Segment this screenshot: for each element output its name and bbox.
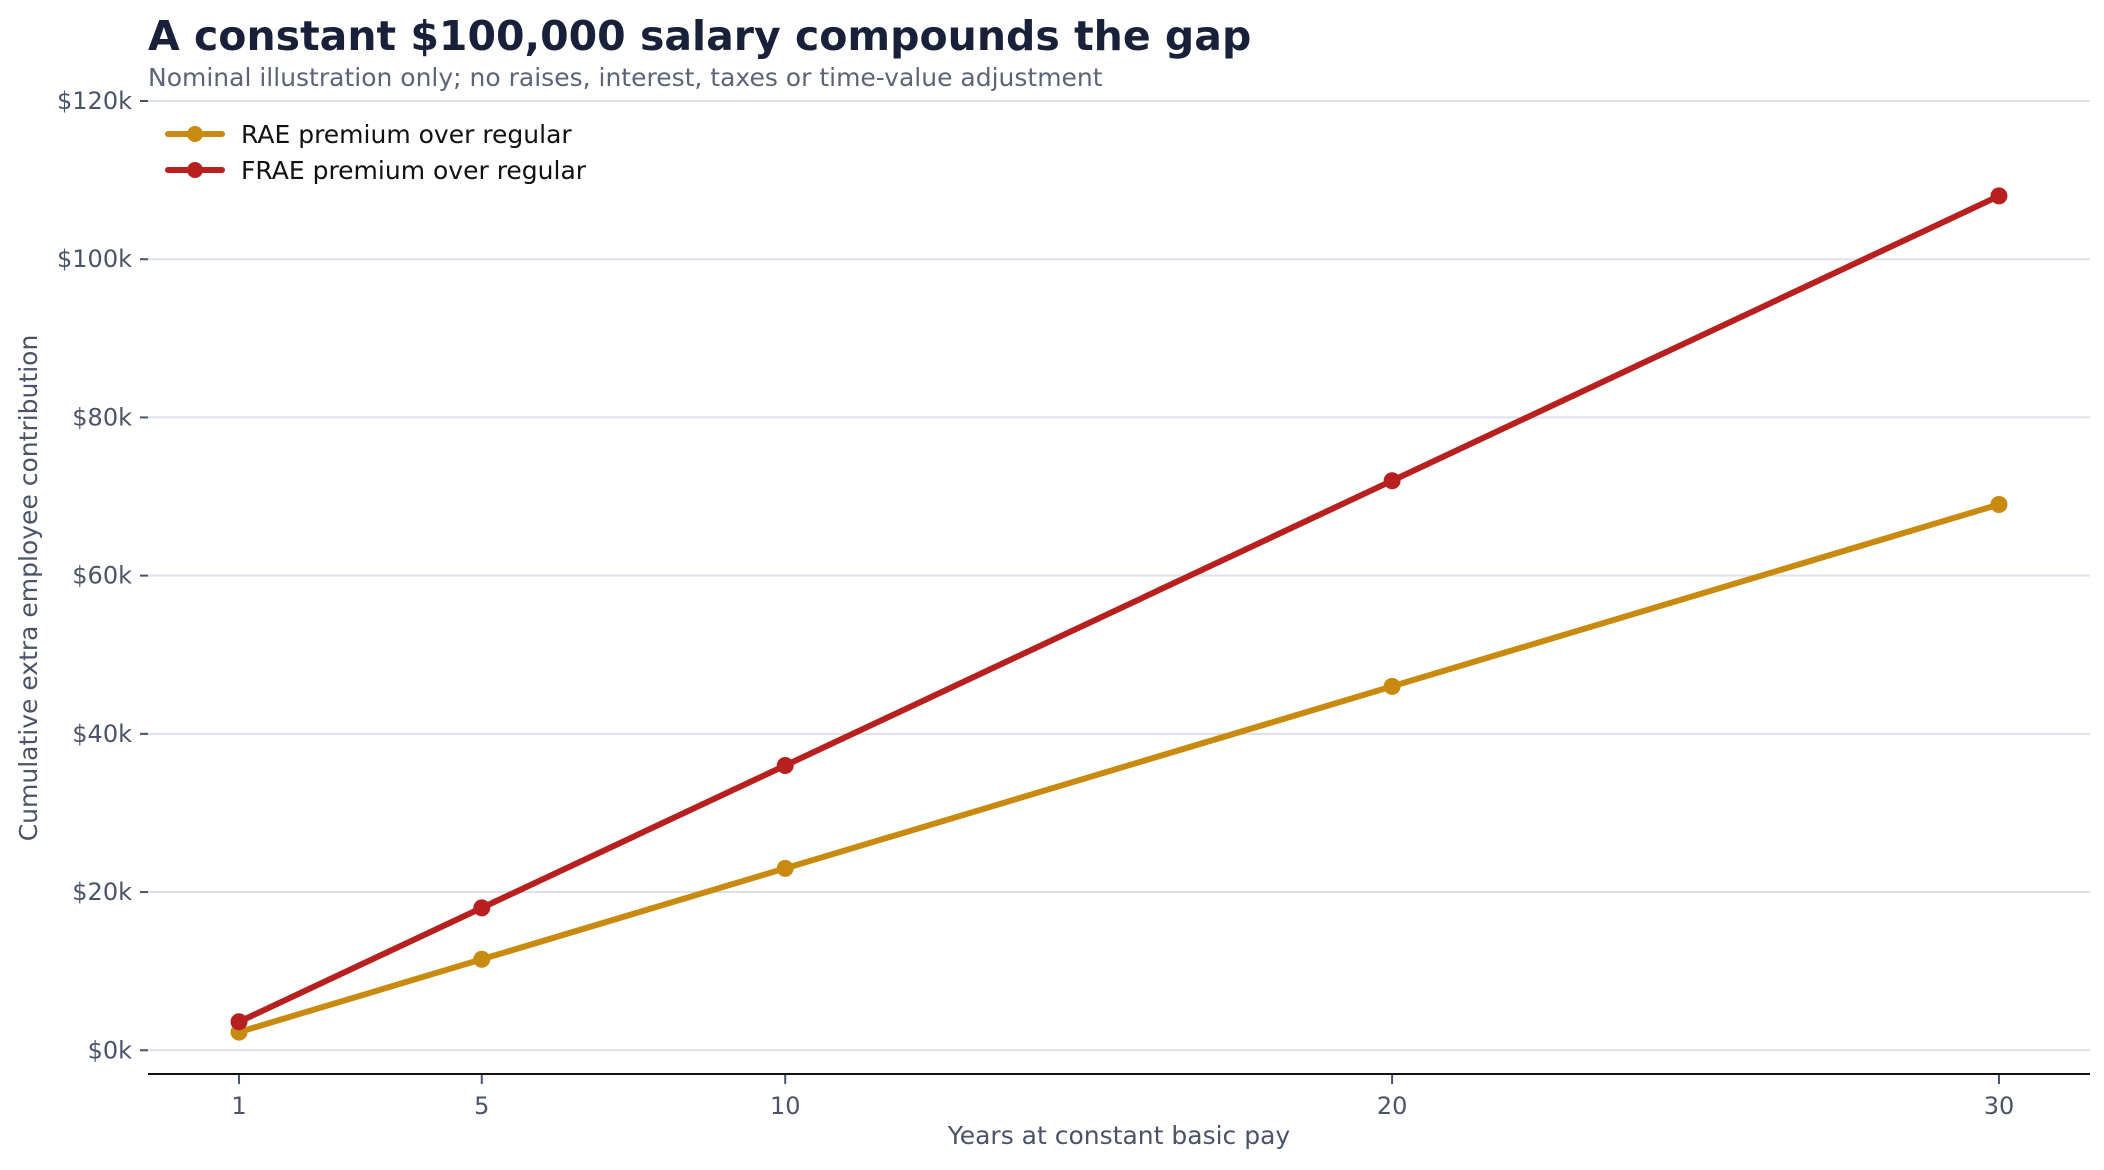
data-point xyxy=(473,950,491,968)
data-point xyxy=(776,756,794,774)
y-tick-label: $120k xyxy=(57,87,132,115)
chart-title: A constant $100,000 salary compounds the… xyxy=(148,12,1251,60)
legend-marker xyxy=(187,126,203,142)
y-axis-ticks: $0k $20k $40k $60k $80k $100k $120k xyxy=(57,87,148,1064)
x-tick-label: 20 xyxy=(1377,1092,1408,1120)
data-point xyxy=(1383,472,1401,490)
y-gridlines xyxy=(148,100,2090,1052)
x-axis-ticks: 1 5 10 20 30 xyxy=(231,1074,2014,1120)
series-line xyxy=(236,192,2002,1025)
x-tick-label: 30 xyxy=(1984,1092,2015,1120)
y-tick-label: $40k xyxy=(72,720,132,748)
chart-subtitle: Nominal illustration only; no raises, in… xyxy=(148,63,1103,92)
series-2 xyxy=(230,187,2008,1031)
x-axis-title: Years at constant basic pay xyxy=(947,1121,1291,1150)
series-line xyxy=(236,501,2002,1036)
data-point xyxy=(1383,677,1401,695)
y-tick-label: $80k xyxy=(72,403,132,431)
series-1 xyxy=(230,495,2008,1041)
legend-label: FRAE premium over regular xyxy=(241,156,587,185)
y-tick-label: $60k xyxy=(72,562,132,590)
x-tick-label: 1 xyxy=(231,1092,246,1120)
x-tick-label: 10 xyxy=(770,1092,801,1120)
chart-legend: RAE premium over regular FRAE premium ove… xyxy=(165,120,587,185)
y-axis-title: Cumulative extra employee contribution xyxy=(14,335,43,842)
data-point xyxy=(776,859,794,877)
x-tick-label: 5 xyxy=(474,1092,489,1120)
data-point xyxy=(230,1013,248,1031)
legend-item: FRAE premium over regular xyxy=(165,156,587,185)
data-point xyxy=(1990,495,2008,513)
legend-label: RAE premium over regular xyxy=(241,120,572,149)
y-tick-label: $20k xyxy=(72,878,132,906)
legend-marker xyxy=(187,162,203,178)
data-point xyxy=(473,899,491,917)
y-tick-label: $100k xyxy=(57,245,132,273)
data-point xyxy=(1990,187,2008,205)
legend-item: RAE premium over regular xyxy=(165,120,572,149)
y-tick-label: $0k xyxy=(88,1036,133,1064)
series-lines xyxy=(230,187,2008,1041)
